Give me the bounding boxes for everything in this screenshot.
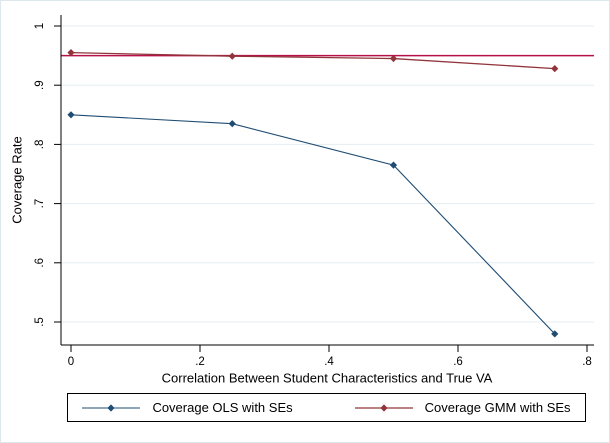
y-tick-label: .5 (34, 317, 46, 327)
x-axis-title: Correlation Between Student Characterist… (161, 370, 493, 386)
y-tick-label: .9 (34, 80, 46, 90)
x-tick-label: .4 (324, 356, 334, 368)
series-gmm (67, 49, 559, 73)
x-tick-label: .2 (195, 356, 205, 368)
legend: Coverage OLS with SEs Coverage GMM with … (67, 393, 586, 422)
y-tick-label: .7 (34, 199, 46, 209)
y-tick-label: 1 (34, 23, 46, 29)
legend-sample-ols-line-icon (82, 403, 141, 412)
axes: .5 .6 .7 .8 .9 1 0 .2 .4 .6 .8 (34, 15, 594, 368)
y-axis-title: Coverage Rate (9, 136, 25, 224)
y-tick-label: .8 (34, 140, 46, 150)
legend-label-ols: Coverage OLS with SEs (152, 400, 293, 415)
x-tick-label: 0 (68, 356, 74, 368)
gridlines (61, 25, 594, 323)
x-tick-label: .8 (582, 356, 592, 368)
x-tick-label: .6 (453, 356, 463, 368)
legend-label-gmm: Coverage GMM with SEs (424, 400, 571, 415)
legend-sample-gmm-line-icon (354, 403, 413, 412)
series-ols (67, 111, 559, 338)
legend-entry-gmm: Coverage GMM with SEs (354, 400, 571, 415)
y-tick-label: .6 (34, 258, 46, 268)
legend-entry-ols: Coverage OLS with SEs (82, 400, 293, 415)
